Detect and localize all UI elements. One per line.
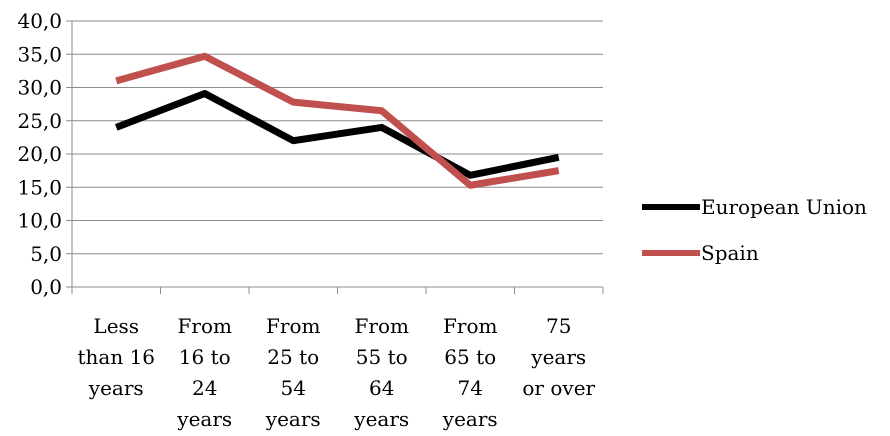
x-category-label-line: 16 to xyxy=(179,345,231,369)
x-category-label: From 55 to 64 years xyxy=(353,314,409,431)
legend: European Union Spain xyxy=(642,195,867,265)
x-category-label: Less than 16 years xyxy=(77,314,155,400)
x-category-label-line: than 16 xyxy=(77,345,155,369)
x-category-label-line: 64 xyxy=(369,376,394,400)
series-line xyxy=(115,52,560,189)
x-category-label-line: years xyxy=(442,407,498,431)
x-category-label: From 25 to 54 years xyxy=(265,314,321,431)
y-tick-label: 25,0 xyxy=(17,109,62,133)
y-tick-label: 35,0 xyxy=(17,42,62,66)
x-category-label-line: years xyxy=(176,407,232,431)
series-lines xyxy=(114,52,560,189)
x-category-label-line: From xyxy=(443,314,497,338)
legend-label: European Union xyxy=(701,195,867,219)
x-category-label-line: or over xyxy=(522,376,595,400)
y-axis-tick-labels: 0,0 5,0 10,0 15,0 20,0 25,0 30,0 35,0 40,0 xyxy=(17,9,62,299)
x-category-label-line: Less xyxy=(93,314,139,338)
x-category-label-line: 65 to xyxy=(444,345,496,369)
y-tick-label: 20,0 xyxy=(17,142,62,166)
x-category-label: From 65 to 74 years xyxy=(442,314,498,431)
x-category-label-line: From xyxy=(178,314,232,338)
y-tick-label: 40,0 xyxy=(17,9,62,33)
x-category-label-line: years xyxy=(530,345,586,369)
x-category-label-line: 24 xyxy=(192,376,217,400)
y-tick-label: 30,0 xyxy=(17,76,62,100)
y-tick-label: 5,0 xyxy=(30,242,62,266)
y-tick-label: 0,0 xyxy=(30,275,62,299)
x-category-label-line: years xyxy=(265,407,321,431)
x-category-label-line: years xyxy=(88,376,144,400)
x-category-label-line: From xyxy=(266,314,320,338)
y-tick-label: 10,0 xyxy=(17,209,62,233)
series-line xyxy=(114,89,560,179)
axes xyxy=(71,21,604,294)
x-category-label-line: 54 xyxy=(281,376,306,400)
x-category-label-line: 74 xyxy=(458,376,483,400)
y-tick-label: 15,0 xyxy=(17,175,62,199)
x-category-label-line: 75 xyxy=(546,314,571,338)
x-category-label-line: 55 to xyxy=(356,345,408,369)
x-category-label-line: 25 to xyxy=(267,345,319,369)
x-category-label: 75 years or over xyxy=(522,314,595,400)
x-axis-category-labels: Less than 16 years From 16 to 24 years From 25 t… xyxy=(77,314,595,431)
x-category-label-line: years xyxy=(353,407,409,431)
x-category-label-line: From xyxy=(355,314,409,338)
x-category-label: From 16 to 24 years xyxy=(176,314,232,431)
gridlines xyxy=(66,20,603,288)
legend-label: Spain xyxy=(701,241,759,265)
